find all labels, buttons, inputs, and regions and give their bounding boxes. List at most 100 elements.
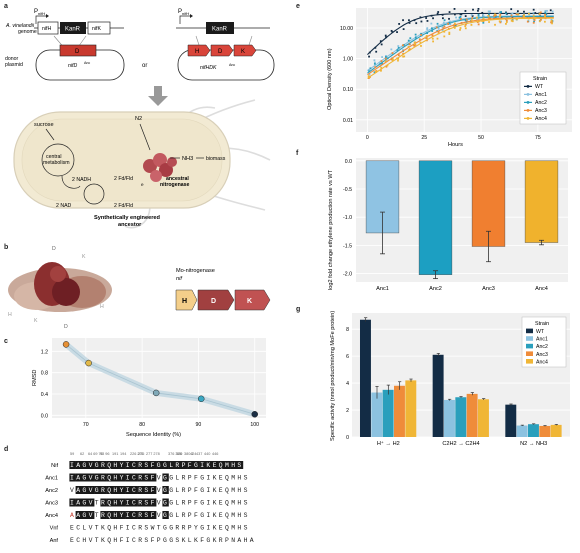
alignment-residue: Q bbox=[225, 512, 229, 519]
promoter-right-arrow bbox=[179, 15, 190, 24]
alignment-residue: M bbox=[231, 475, 235, 482]
chart-g-bar bbox=[466, 393, 478, 437]
alignment-position: 380 bbox=[176, 452, 182, 456]
alignment-residue: I bbox=[126, 487, 130, 494]
chart-c-point bbox=[62, 341, 70, 348]
chart-g-legend-label: Anc3 bbox=[536, 352, 548, 358]
chart-e-point bbox=[402, 28, 405, 31]
alignment-position: 191 bbox=[112, 452, 118, 456]
alignment-cell-bg bbox=[75, 473, 82, 482]
chart-e-point bbox=[543, 20, 546, 23]
chart-f-ylabel: log2 fold change ethylene production rat… bbox=[328, 169, 334, 290]
chart-e-point bbox=[481, 11, 484, 14]
chart-e-point bbox=[436, 37, 439, 40]
alignment-cell-bg bbox=[162, 473, 169, 482]
chart-e-point bbox=[368, 70, 371, 73]
alignment-cell-bg bbox=[106, 511, 113, 519]
alignment-residue: G bbox=[169, 500, 173, 507]
alignment-residue: K bbox=[213, 500, 217, 507]
alignment-position: 275 bbox=[138, 452, 144, 456]
chart-e-point bbox=[505, 19, 508, 22]
alignment-residue: V bbox=[157, 500, 161, 507]
chart-f-ytick: -0.5 bbox=[343, 187, 352, 193]
chart-e-point bbox=[384, 60, 387, 63]
plasmid-left-label: nifD bbox=[68, 63, 77, 69]
chart-e-point bbox=[425, 37, 428, 39]
chart-e-point bbox=[528, 13, 531, 16]
alignment-residue: G bbox=[200, 525, 204, 532]
alignment-residue: R bbox=[101, 462, 105, 469]
chart-e-point bbox=[402, 55, 405, 58]
alignment-residue: A bbox=[76, 462, 80, 469]
gene-D2-right-label: D bbox=[218, 49, 223, 55]
chart-e-point bbox=[551, 22, 553, 25]
alignment-residue: Y bbox=[120, 462, 124, 469]
chart-e-point bbox=[437, 32, 440, 35]
chart-e-point bbox=[448, 21, 451, 24]
alignment-residue: C bbox=[132, 525, 136, 532]
alignment-residue: V bbox=[89, 512, 93, 519]
alignment-residue: Y bbox=[120, 500, 124, 507]
chart-e-point bbox=[482, 14, 485, 16]
chart-e-point bbox=[494, 16, 497, 18]
chart-e-point bbox=[460, 18, 462, 20]
chart-e-xtick: 0 bbox=[366, 135, 369, 141]
chart-e-point bbox=[517, 13, 520, 16]
alignment-residue: S bbox=[144, 475, 148, 482]
sucrose-label: sucrose bbox=[34, 122, 54, 128]
alignment-residue: P bbox=[188, 500, 192, 507]
chart-e-point bbox=[391, 58, 394, 61]
alignment-residue: R bbox=[182, 512, 186, 519]
alignment-position: 64 69 70 bbox=[88, 452, 103, 456]
nif-label: nif bbox=[176, 276, 183, 282]
structure-label-h-right: H bbox=[100, 304, 104, 310]
alignment-cell-bg bbox=[112, 511, 120, 519]
chart-f-xtick: Anc3 bbox=[482, 286, 495, 292]
chart-g-bar bbox=[405, 380, 417, 437]
chart-g-bar bbox=[432, 354, 444, 437]
cell-title-2: ancestor bbox=[118, 222, 142, 228]
alignment-cell-bg bbox=[106, 498, 113, 507]
flagella bbox=[174, 99, 271, 211]
alignment-cell-bg bbox=[131, 461, 138, 469]
chart-e-point bbox=[544, 9, 547, 12]
alignment-position: 446 bbox=[212, 452, 218, 456]
alignment-residue: E bbox=[219, 487, 223, 494]
chart-e-point bbox=[435, 26, 438, 29]
nadh-cycle bbox=[61, 175, 81, 189]
alignment-residue: T bbox=[95, 525, 99, 532]
alignment-residue: P bbox=[157, 537, 161, 544]
chart-e-point bbox=[499, 11, 502, 14]
chart-e-point bbox=[374, 66, 377, 68]
gene-H-box-label: H bbox=[182, 298, 187, 305]
alignment-residue: R bbox=[138, 462, 142, 469]
chart-e-growth: Optical Density (600 nm) Hours 0.01 0.10 1… bbox=[327, 7, 572, 148]
chart-e-point bbox=[515, 18, 518, 21]
chart-e-point bbox=[419, 16, 422, 19]
alignment-residue: M bbox=[231, 487, 235, 494]
alignment-residue: R bbox=[138, 487, 142, 494]
chart-e-point bbox=[396, 31, 398, 33]
chart-e-point bbox=[482, 21, 485, 24]
alignment-cell-bg bbox=[119, 461, 126, 469]
chart-c-ytick: 0.8 bbox=[41, 371, 48, 377]
chart-e-point bbox=[544, 13, 547, 16]
alignment-cell-bg bbox=[88, 461, 95, 469]
alignment-cell-bg bbox=[212, 461, 219, 469]
nh3-label: NH3 bbox=[182, 156, 193, 162]
chart-e-point bbox=[454, 24, 456, 27]
chart-e-point bbox=[511, 18, 514, 21]
alignment-residue: T bbox=[95, 500, 99, 507]
alignment-cell-bg bbox=[193, 461, 200, 469]
fd-cycle bbox=[83, 183, 105, 205]
alignment-residue: S bbox=[144, 537, 148, 544]
panel-b-structure: D K H K D H Mo-nitrogenase nif H D K bbox=[8, 246, 271, 330]
chart-e-point bbox=[498, 20, 501, 23]
donor-label-1: donor bbox=[5, 56, 19, 62]
alignment-residue: F bbox=[194, 487, 198, 494]
alignment-cell-bg bbox=[150, 486, 157, 494]
alignment-residue: V bbox=[70, 487, 74, 494]
chart-e-point bbox=[499, 13, 502, 16]
alignment-cell-bg bbox=[131, 486, 138, 494]
chart-e-point bbox=[511, 12, 514, 15]
